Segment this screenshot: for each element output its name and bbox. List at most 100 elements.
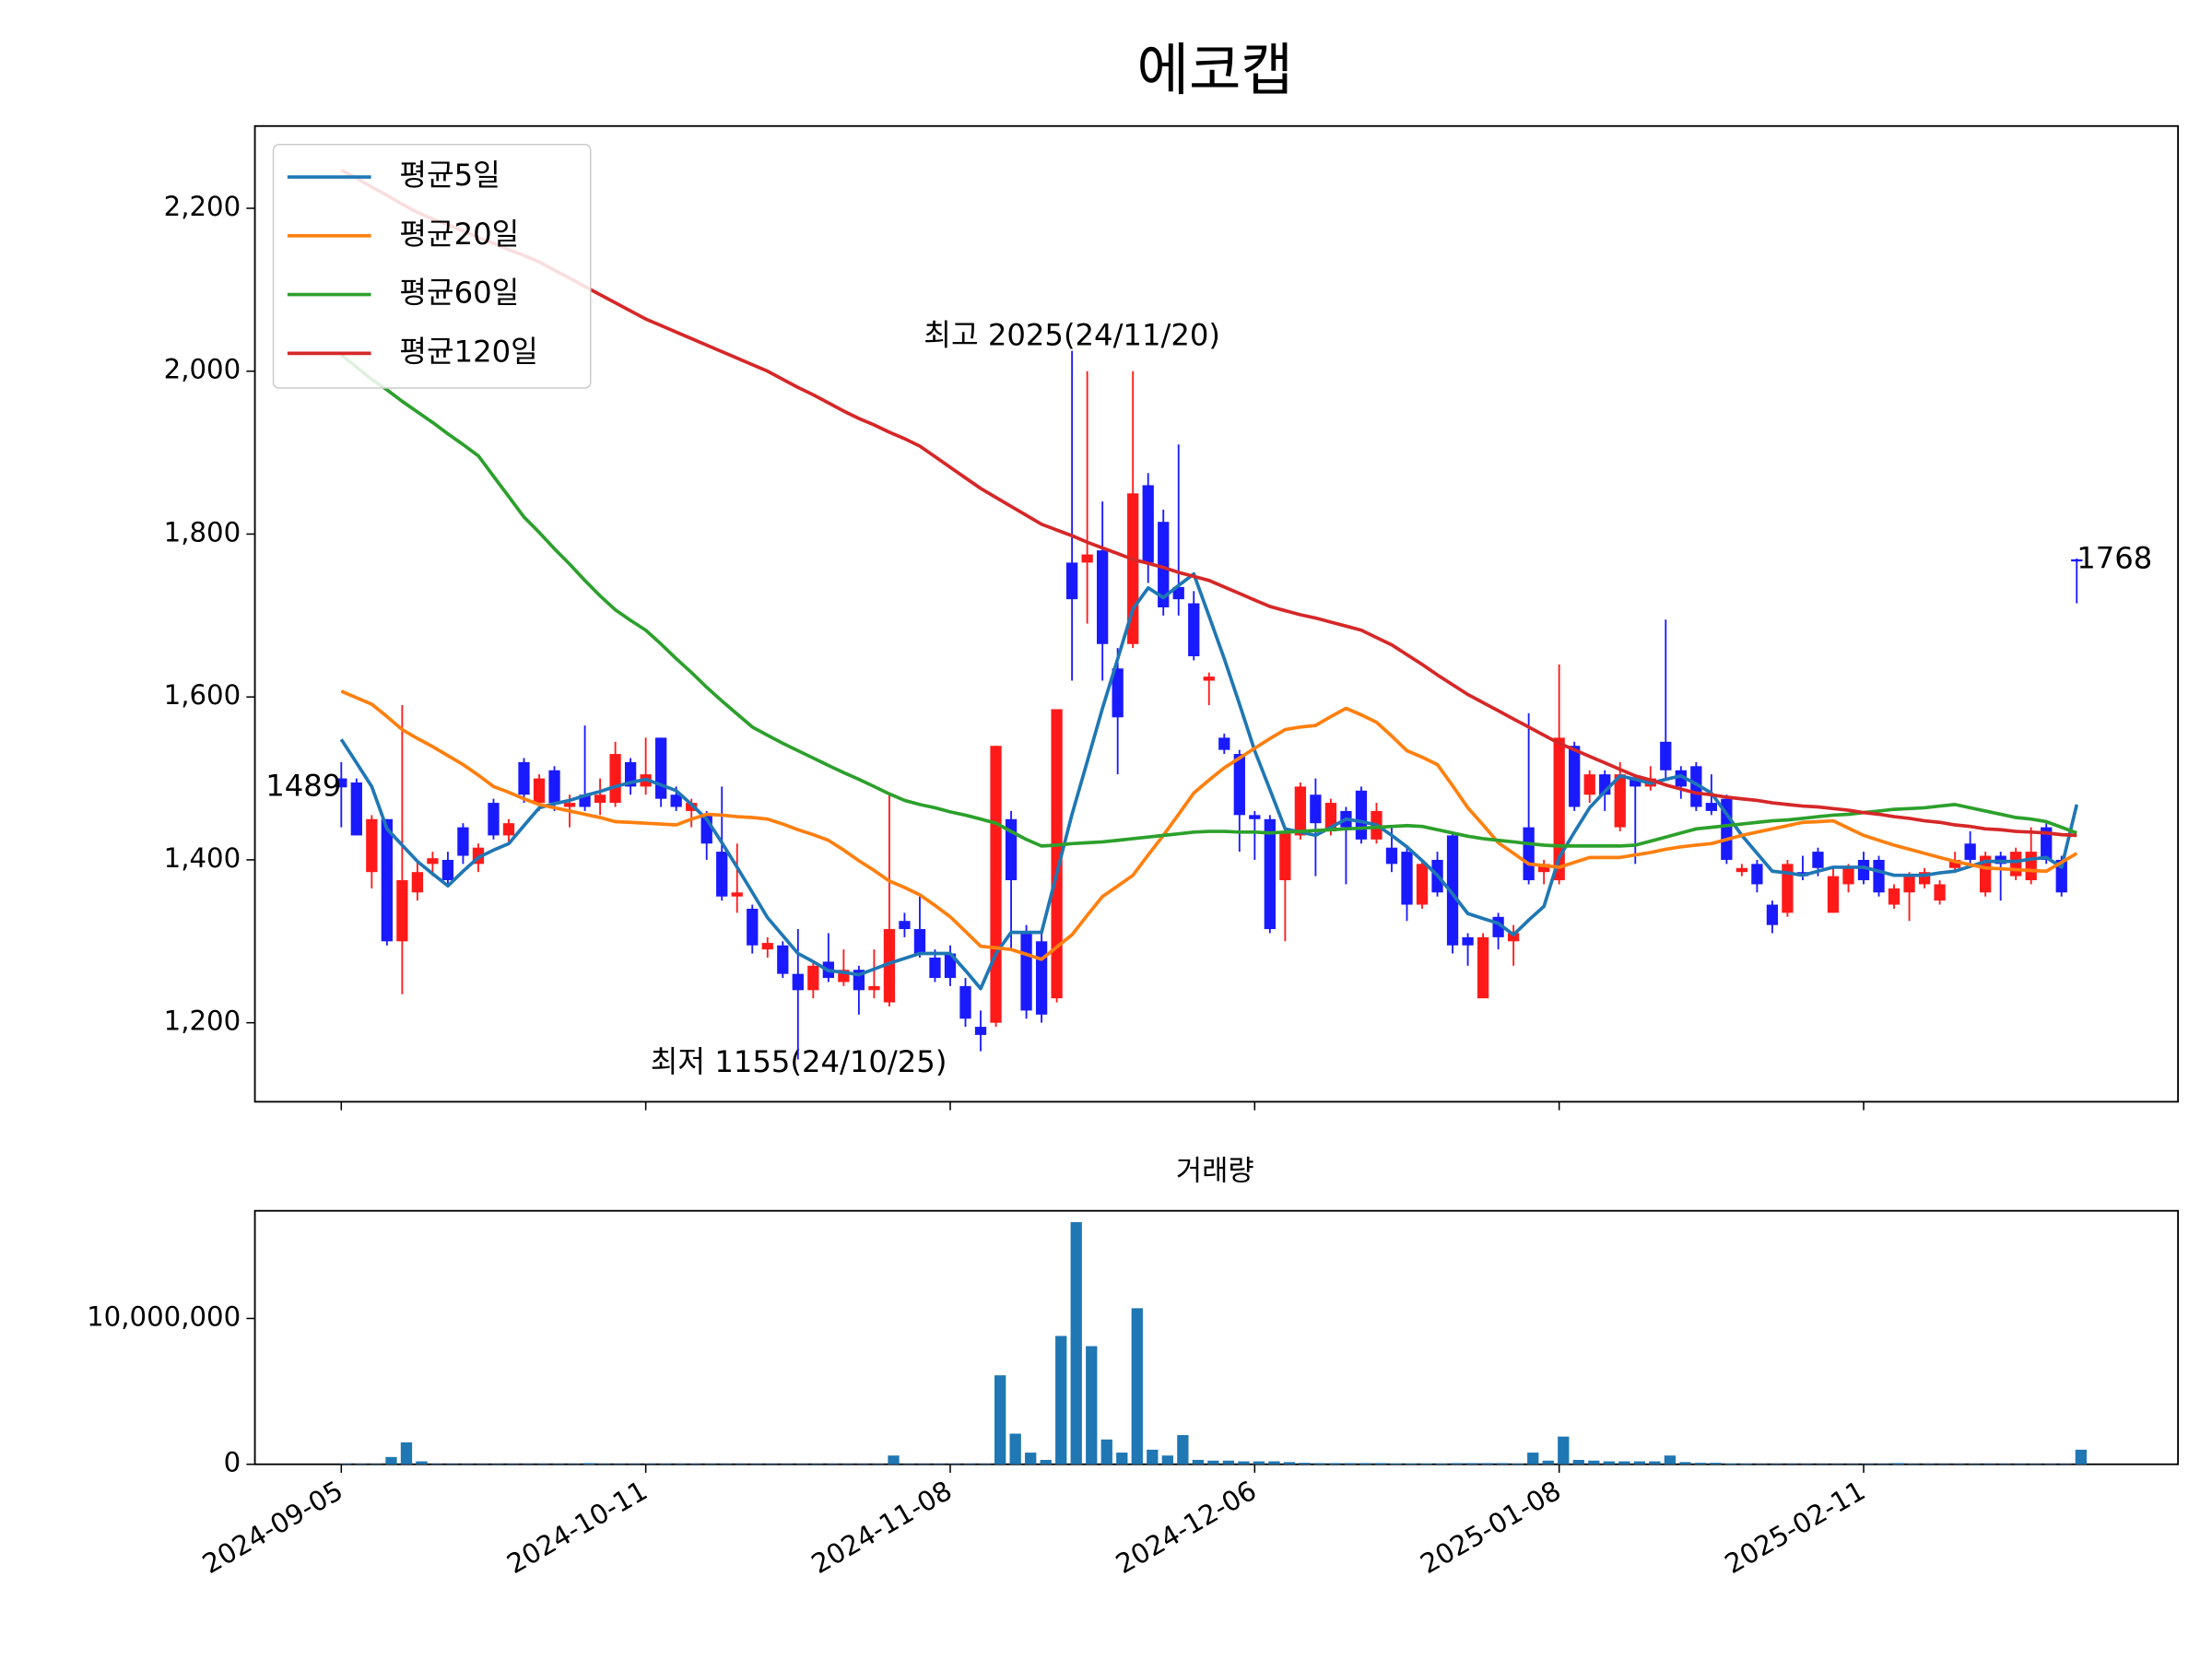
legend-label: 평균60일	[399, 276, 519, 311]
legend-label: 평균20일	[399, 217, 519, 252]
volume-axes	[253, 1209, 2180, 1465]
volume-bar	[994, 1375, 1006, 1465]
candle-body	[1583, 774, 1595, 795]
candle-body	[441, 859, 454, 881]
candle-body	[899, 921, 911, 930]
candle-body	[1721, 798, 1733, 860]
candle-body	[883, 929, 896, 1003]
candle-body	[1065, 562, 1078, 600]
x-tick-label: 2024-12-06	[1111, 1475, 1262, 1580]
volume-bar	[1238, 1461, 1250, 1465]
candle-body	[1873, 859, 1885, 893]
volume-bar	[1451, 1463, 1463, 1465]
candle-body	[1751, 864, 1763, 885]
x-tick-label: 2025-01-08	[1415, 1475, 1566, 1580]
volume-bar	[1161, 1455, 1173, 1465]
candle-body	[807, 965, 819, 991]
x-tick-label: 2024-11-08	[806, 1475, 958, 1580]
volume-bar	[1420, 1463, 1432, 1465]
candle-body	[1735, 867, 1748, 873]
candle-body	[1842, 867, 1854, 885]
candle-body	[2025, 852, 2037, 881]
x-tick-label: 2025-02-11	[1720, 1475, 1871, 1580]
ma-line	[339, 571, 2079, 991]
high-annotation: 최고 2025(24/11/20)	[924, 318, 1220, 353]
volume-bar	[385, 1456, 397, 1465]
candle-body	[792, 973, 804, 991]
volume-bar	[1572, 1459, 1584, 1465]
volume-bar	[1329, 1463, 1341, 1465]
volume-bar	[1344, 1463, 1357, 1465]
volume-bar	[416, 1461, 428, 1465]
volume-bar	[1040, 1459, 1052, 1465]
legend-label: 평균5일	[399, 158, 500, 193]
volume-bar	[1055, 1335, 1067, 1465]
volume-bar	[1100, 1439, 1112, 1465]
candle-body	[1477, 936, 1489, 999]
candle-body	[427, 858, 439, 865]
chart-title: 에코캡	[1137, 38, 1294, 103]
candle-body	[1446, 835, 1459, 946]
y-tick-label: 2,000	[164, 354, 241, 385]
volume-bar	[583, 1463, 595, 1465]
volume-bar	[1497, 1463, 1509, 1465]
volume-bar	[1664, 1455, 1677, 1465]
volume-bar	[1892, 1463, 1904, 1465]
volume-bar	[1405, 1463, 1418, 1465]
volume-bar	[1527, 1453, 1539, 1465]
candle-body	[1142, 485, 1154, 563]
y-tick-label: 1,400	[164, 842, 241, 874]
candle-body	[1385, 847, 1398, 865]
volume-title: 거래량	[1176, 1155, 1254, 1188]
candle-body	[1158, 522, 1170, 607]
volume-bar	[1390, 1463, 1402, 1465]
candle-body	[716, 852, 728, 897]
candle-body	[1766, 904, 1779, 925]
candle-body	[1233, 754, 1245, 816]
candle-body	[1614, 774, 1626, 828]
volume-bar	[1009, 1433, 1021, 1465]
volume-bar	[1070, 1222, 1082, 1465]
candle-body	[1523, 827, 1535, 881]
candle-body	[1934, 884, 1946, 901]
candle-body	[366, 818, 378, 873]
candle-body	[381, 818, 393, 942]
candle-body	[2055, 859, 2067, 893]
y-tick-label: 1,200	[164, 1006, 241, 1037]
candle-body	[1355, 790, 1368, 840]
volume-bar	[1679, 1462, 1691, 1465]
candle-body	[1675, 770, 1687, 787]
candle-body	[1416, 864, 1429, 905]
candle-body	[1462, 936, 1474, 946]
candle-body	[990, 746, 1002, 1023]
candle-body	[747, 908, 759, 946]
candle-body	[411, 872, 424, 893]
volume-bar	[1207, 1460, 1219, 1465]
candle-body	[1020, 933, 1032, 1011]
candle-body	[1964, 843, 1976, 860]
volume-bar	[1436, 1463, 1448, 1465]
candle-body	[1980, 855, 1992, 893]
candle-body	[1782, 864, 1794, 913]
volume-bar	[1131, 1308, 1143, 1465]
candle-body	[1218, 737, 1230, 750]
candle-body	[1630, 778, 1641, 787]
volume-bar	[1222, 1460, 1235, 1465]
volume-bar	[1283, 1462, 1296, 1465]
x-tick-label: 2024-10-11	[501, 1475, 653, 1580]
candle-body	[868, 985, 880, 991]
candle-body	[655, 737, 667, 799]
candle-body	[1507, 933, 1520, 942]
ma-line	[340, 353, 2077, 848]
volume-bar	[1588, 1460, 1600, 1465]
candle-body	[974, 1027, 987, 1035]
volume-bar	[2075, 1449, 2088, 1465]
candle-body	[350, 782, 362, 836]
candle-body	[488, 803, 500, 836]
candle-body	[518, 761, 530, 795]
last-close-label: 1768	[2077, 541, 2152, 576]
candle-body	[1172, 586, 1184, 600]
candle-body	[1812, 852, 1824, 868]
volume-bar	[1724, 1463, 1737, 1465]
legend-label: 평균120일	[399, 334, 538, 369]
